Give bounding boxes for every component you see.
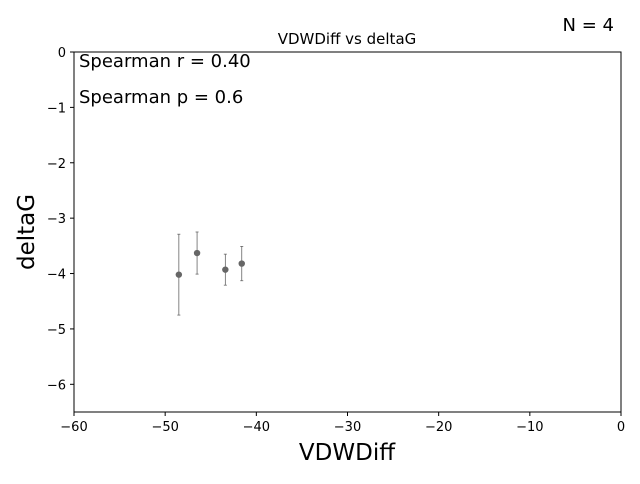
x-tick-label: 0 xyxy=(617,420,625,435)
x-tick-label: −20 xyxy=(425,420,452,435)
x-tick-label: −60 xyxy=(60,420,87,435)
x-tick-label: −10 xyxy=(516,420,543,435)
data-point xyxy=(222,266,229,273)
y-tick-label: −4 xyxy=(47,268,66,283)
data-point xyxy=(175,271,183,278)
x-axis-label: VDWDiff xyxy=(299,440,396,466)
y-axis: 0 −1 −2 −3 −4 −5 −6 xyxy=(47,46,74,393)
y-axis-label: deltaG xyxy=(14,194,40,270)
x-tick-label: −50 xyxy=(151,420,178,435)
annotation-spearman-r: Spearman r = 0.40 xyxy=(79,51,251,72)
x-tick-label: −30 xyxy=(334,420,361,435)
y-tick-label: −6 xyxy=(47,378,66,393)
plot-marks xyxy=(175,231,245,316)
annotation-spearman-p: Spearman p = 0.6 xyxy=(79,87,243,108)
y-tick-label: 0 xyxy=(58,46,66,61)
y-tick-label: −3 xyxy=(47,212,66,227)
data-point xyxy=(193,249,201,257)
y-tick-label: −2 xyxy=(47,157,66,172)
corner-label: N = 4 xyxy=(563,15,614,36)
x-tick-label: −40 xyxy=(243,420,270,435)
data-point xyxy=(238,260,245,267)
x-axis: −60 −50 −40 −30 −20 −10 0 xyxy=(60,412,625,435)
y-tick-label: −1 xyxy=(47,101,66,116)
y-tick-label: −5 xyxy=(47,323,66,338)
chart-title: VDWDiff vs deltaG xyxy=(278,30,417,48)
